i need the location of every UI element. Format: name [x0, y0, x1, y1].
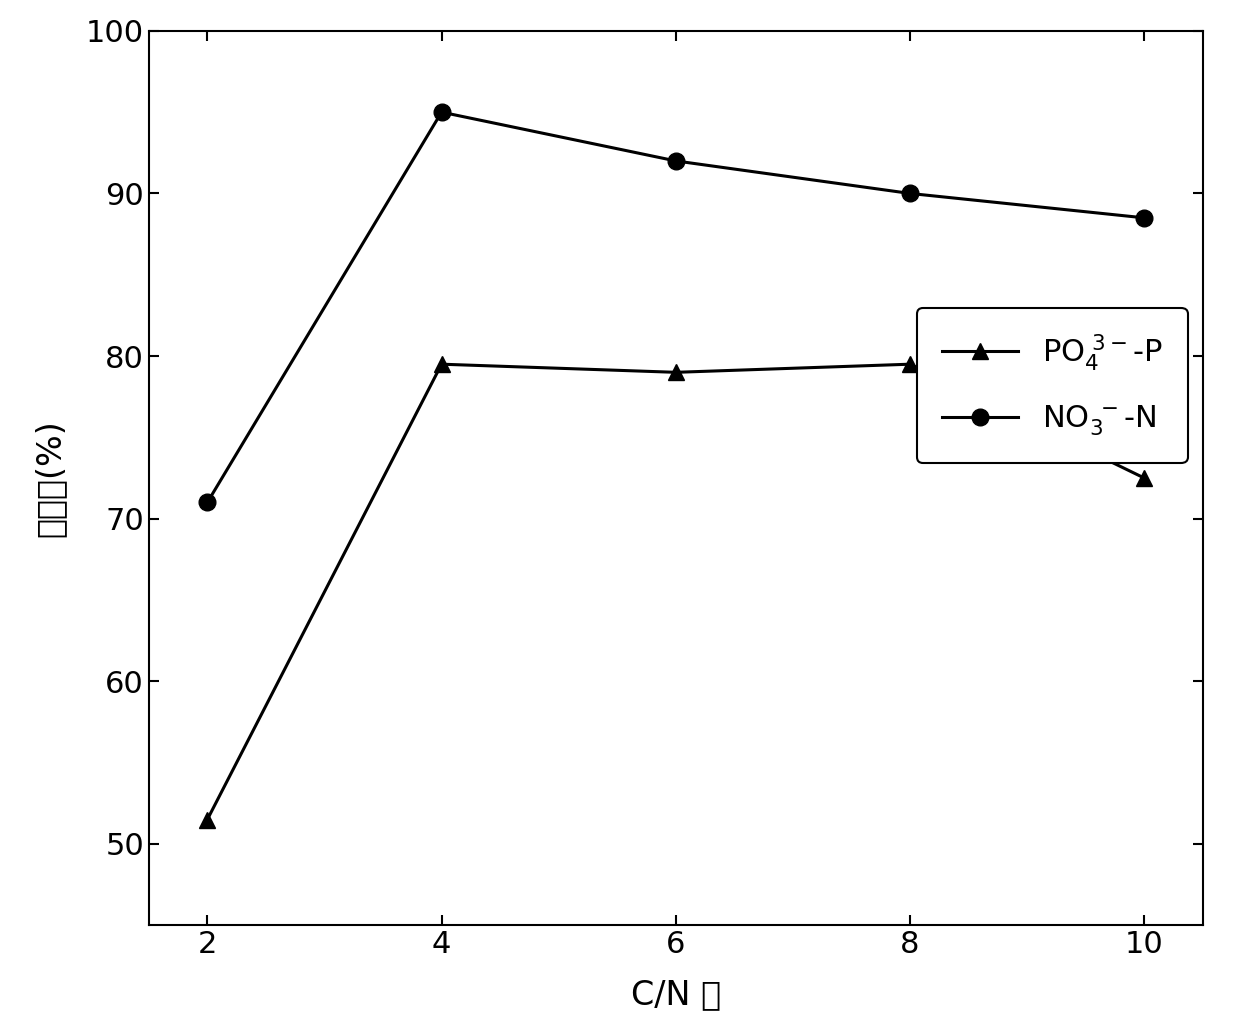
X-axis label: C/N 比: C/N 比 [631, 979, 720, 1012]
Legend: PO$_4^{\ 3-}$-P, NO$_3^{\ -}$-N: PO$_4^{\ 3-}$-P, NO$_3^{\ -}$-N [918, 307, 1188, 463]
no3 [903, 187, 918, 199]
po4 [200, 813, 215, 825]
no3 [200, 497, 215, 509]
po4 [434, 358, 449, 370]
no3 [668, 155, 683, 168]
Line: po4: po4 [200, 356, 1152, 828]
po4 [903, 358, 918, 370]
Line: no3: no3 [200, 104, 1152, 511]
po4 [1137, 472, 1152, 484]
po4 [668, 366, 683, 378]
no3 [1137, 212, 1152, 224]
Y-axis label: 去除率(%): 去除率(%) [33, 419, 67, 537]
no3 [434, 106, 449, 118]
